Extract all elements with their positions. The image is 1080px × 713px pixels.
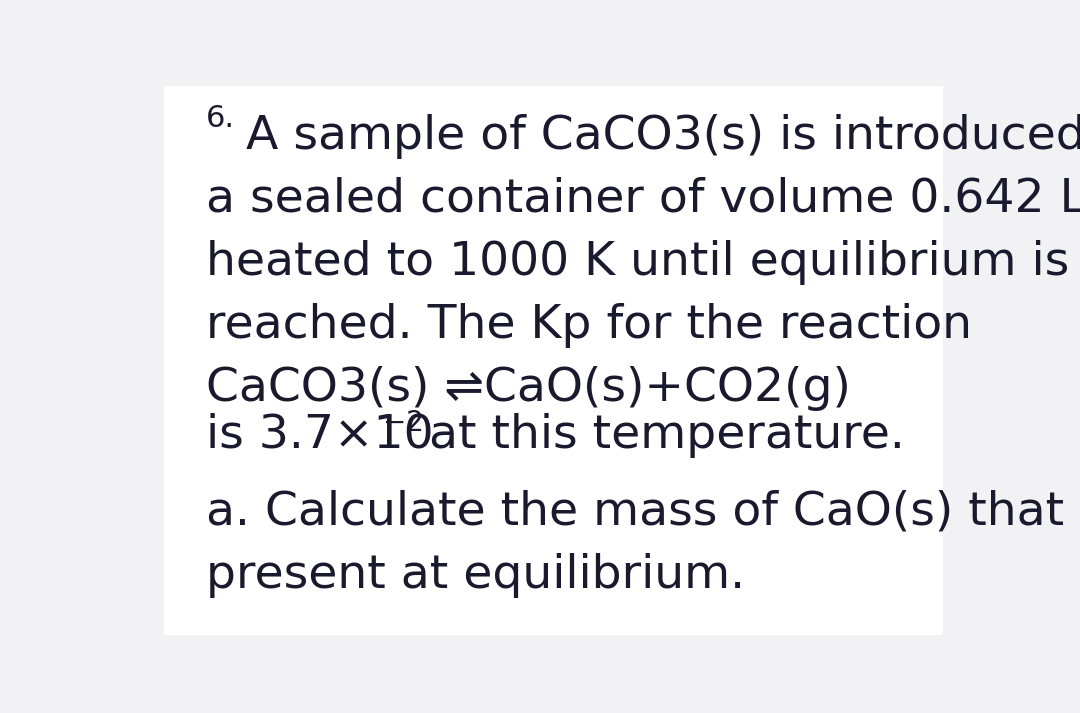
Text: −2: −2 [382, 409, 423, 438]
Text: present at equilibrium.: present at equilibrium. [206, 553, 745, 598]
Text: 6.: 6. [206, 103, 235, 133]
Text: is 3.7×10: is 3.7×10 [206, 413, 434, 458]
Text: A sample of CaCO3(s) is introduced into: A sample of CaCO3(s) is introduced into [246, 113, 1080, 159]
Text: reached. The Kp for the reaction: reached. The Kp for the reaction [206, 303, 972, 348]
Text: a. Calculate the mass of CaO(s) that is: a. Calculate the mass of CaO(s) that is [206, 490, 1080, 535]
Text: a sealed container of volume 0.642 L and: a sealed container of volume 0.642 L and [206, 177, 1080, 222]
Text: heated to 1000 K until equilibrium is: heated to 1000 K until equilibrium is [206, 240, 1069, 285]
Text: at this temperature.: at this temperature. [415, 413, 905, 458]
Text: CaCO3(s) ⇌CaO(s)+CO2(g): CaCO3(s) ⇌CaO(s)+CO2(g) [206, 366, 851, 411]
FancyBboxPatch shape [164, 86, 943, 635]
